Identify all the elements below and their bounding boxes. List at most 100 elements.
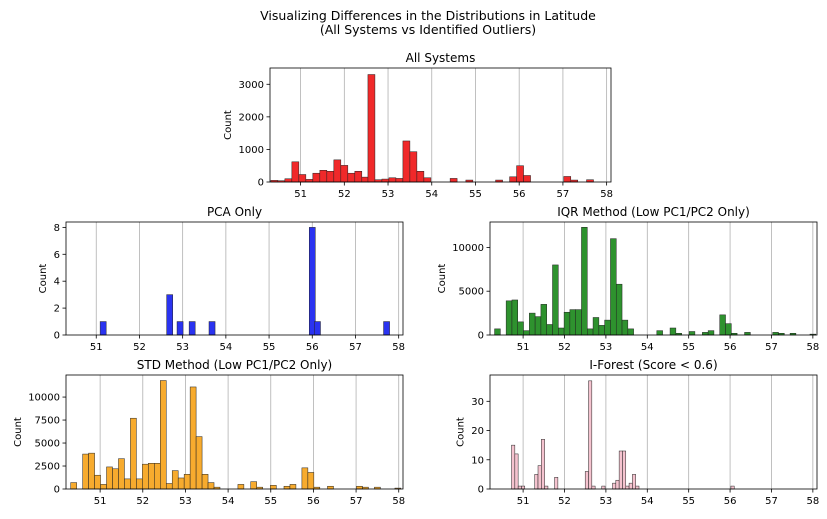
histogram-bar — [625, 485, 630, 490]
y-tick-label: 0 — [54, 485, 60, 496]
histogram-bar — [523, 175, 531, 183]
y-tick-label: 2000 — [239, 112, 264, 123]
histogram-bar — [719, 314, 726, 336]
chart-i-forest: 51 52 53 54 55 56 57 58 0 10 20 30 I-Forest (Score <… — [456, 358, 820, 507]
histogram-bar — [592, 317, 600, 336]
histogram-bar — [604, 319, 611, 336]
histogram-bar — [523, 330, 530, 336]
histogram-bar — [591, 485, 596, 490]
histogram-bar — [669, 327, 677, 336]
axes-frame — [65, 374, 404, 490]
y-tick-label: 6 — [54, 250, 60, 261]
x-tick-label: 58 — [806, 496, 819, 507]
chart-iqr-method: 51 52 53 54 55 56 57 58 0 5000 10000 IQR Method (Lo… — [437, 205, 819, 353]
histogram-bar — [130, 417, 137, 490]
histogram-bar — [308, 227, 316, 336]
x-tick-label: 52 — [338, 189, 351, 200]
histogram-bar — [148, 463, 155, 490]
x-tick-label: 51 — [90, 342, 103, 353]
y-axis-label: Count — [38, 264, 49, 294]
y-tick-label: 2 — [54, 304, 60, 315]
histogram-bar — [563, 176, 572, 183]
chart-title: STD Method (Low PC1/PC2 Only) — [137, 358, 332, 372]
chart-title: IQR Method (Low PC1/PC2 Only) — [557, 205, 750, 219]
x-tick-label: 52 — [133, 342, 146, 353]
histogram-bar — [628, 482, 633, 490]
histogram-bar — [124, 478, 131, 490]
x-tick-label: 56 — [724, 496, 737, 507]
histogram-bar — [402, 140, 411, 183]
histogram-bar — [208, 321, 216, 336]
histogram-bar — [511, 299, 518, 336]
histogram-bar — [250, 481, 257, 490]
histogram-bar — [615, 283, 623, 336]
x-tick-label: 51 — [294, 189, 307, 200]
chart-std-method: 51 52 53 54 55 56 57 58 0 2500 5000 7500 10000 STD Me… — [13, 358, 405, 507]
y-tick-label: 0 — [258, 178, 264, 189]
y-axis-label: Count — [437, 264, 448, 294]
histogram-bar — [160, 380, 167, 490]
histogram-bar — [100, 484, 107, 490]
histogram-bar — [449, 178, 458, 183]
x-tick-label: 53 — [382, 189, 395, 200]
histogram-bar — [176, 321, 184, 336]
x-tick-label: 51 — [517, 342, 530, 353]
histogram-bar — [333, 159, 342, 183]
x-tick-label: 57 — [765, 342, 778, 353]
x-tick-label: 55 — [264, 496, 277, 507]
histogram-bar — [112, 468, 119, 490]
x-tick-label: 56 — [724, 342, 737, 353]
axes-frame — [489, 221, 818, 336]
histogram-bar — [537, 465, 542, 490]
histogram-bar — [534, 316, 542, 336]
histogram-bar — [544, 485, 549, 490]
histogram-bar — [730, 485, 735, 490]
x-tick-label: 58 — [600, 189, 613, 200]
histogram-bar — [558, 327, 565, 336]
y-axis-label: Count — [456, 417, 467, 447]
axes-frame — [489, 374, 818, 490]
histogram-bar — [627, 328, 634, 336]
histogram-bar — [521, 485, 526, 490]
histogram-bar — [587, 328, 594, 336]
chart-title: All Systems — [406, 51, 476, 65]
histogram-bar — [291, 161, 300, 183]
histogram-bar — [177, 477, 185, 490]
histogram-bar — [517, 485, 522, 490]
histogram-bar — [541, 439, 545, 490]
histogram-bar — [70, 482, 77, 490]
y-tick-label: 0 — [54, 331, 60, 342]
y-tick-label: 10000 — [452, 243, 484, 254]
chart-title: I-Forest (Score < 0.6) — [589, 358, 717, 372]
chart-pca-only: 51 52 53 54 55 56 57 58 0 2 4 6 8 PCA Only Count — [38, 205, 405, 353]
x-tick-label: 54 — [641, 496, 654, 507]
histogram-bar — [563, 311, 571, 336]
x-tick-label: 52 — [558, 496, 571, 507]
histogram-bar — [601, 485, 606, 490]
histogram-bar — [319, 170, 328, 183]
histogram-bar — [237, 484, 245, 490]
histogram-bar — [621, 319, 629, 336]
histogram-bar — [707, 330, 715, 336]
histogram-bar — [554, 477, 559, 490]
y-tick-label: 10 — [471, 455, 484, 466]
histogram-bar — [505, 300, 513, 336]
histogram-bar — [165, 483, 173, 490]
histogram-bar — [534, 474, 539, 490]
histogram-bar — [356, 485, 363, 490]
histogram-bar — [183, 474, 191, 490]
histogram-bar — [395, 178, 404, 183]
histogram-bar — [142, 463, 149, 490]
histogram-bar — [347, 172, 356, 183]
histogram-bar — [598, 325, 605, 336]
y-tick-label: 7500 — [35, 416, 60, 427]
histogram-bar — [635, 485, 640, 490]
histogram-bar — [283, 485, 291, 490]
histogram-bar — [540, 304, 547, 336]
x-tick-label: 58 — [806, 342, 819, 353]
y-axis-label: Count — [13, 417, 24, 447]
histogram-bar — [725, 323, 732, 336]
histogram-bar — [327, 485, 334, 490]
histogram-bar — [632, 474, 636, 490]
x-tick-label: 55 — [263, 342, 276, 353]
